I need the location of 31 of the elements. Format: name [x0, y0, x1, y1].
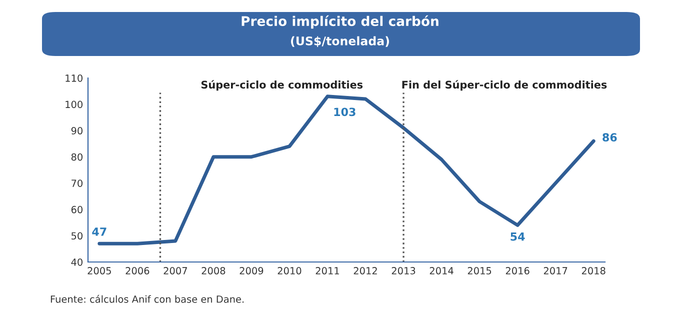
x-tick-label: 2011 — [316, 267, 339, 274]
y-tick-label: 40 — [71, 258, 82, 266]
annotation: Fin del Súper-ciclo de commodities — [402, 80, 607, 91]
y-tick-label: 90 — [71, 127, 82, 134]
x-tick-label: 2015 — [468, 267, 492, 274]
data-label: 86 — [602, 133, 617, 142]
x-tick-label: 2018 — [582, 267, 606, 274]
chart-subtitle: (US$/tonelada) — [291, 36, 389, 47]
x-tick-label: 2009 — [240, 267, 264, 274]
x-tick-label: 2006 — [126, 267, 150, 274]
x-tick-label: 2010 — [278, 267, 302, 274]
annotation: Súper-ciclo de commodities — [201, 80, 363, 91]
data-label: 103 — [334, 108, 356, 116]
y-tick-label: 110 — [66, 74, 82, 82]
x-tick-label: 2008 — [202, 267, 226, 274]
x-tick-label: 2005 — [88, 267, 111, 274]
data-label: 54 — [510, 232, 525, 241]
y-tick-label: 70 — [72, 180, 82, 187]
x-tick-label: 2012 — [354, 267, 377, 274]
y-tick-label: 60 — [71, 206, 82, 214]
x-tick-label: 2016 — [506, 267, 530, 274]
x-tick-label: 2017 — [544, 267, 568, 274]
x-tick-label: 2007 — [164, 267, 187, 274]
x-tick-label: 2013 — [392, 267, 416, 274]
y-tick-label: 100 — [66, 100, 82, 108]
y-tick-label: 50 — [72, 232, 82, 240]
data-label: 47 — [92, 228, 106, 236]
y-tick-label: 80 — [71, 153, 82, 161]
source-note: Fuente: cálculos Anif con base en Dane. — [50, 294, 244, 303]
x-tick-label: 2014 — [430, 267, 454, 274]
chart-title: Precio implícito del carbón — [242, 15, 438, 29]
